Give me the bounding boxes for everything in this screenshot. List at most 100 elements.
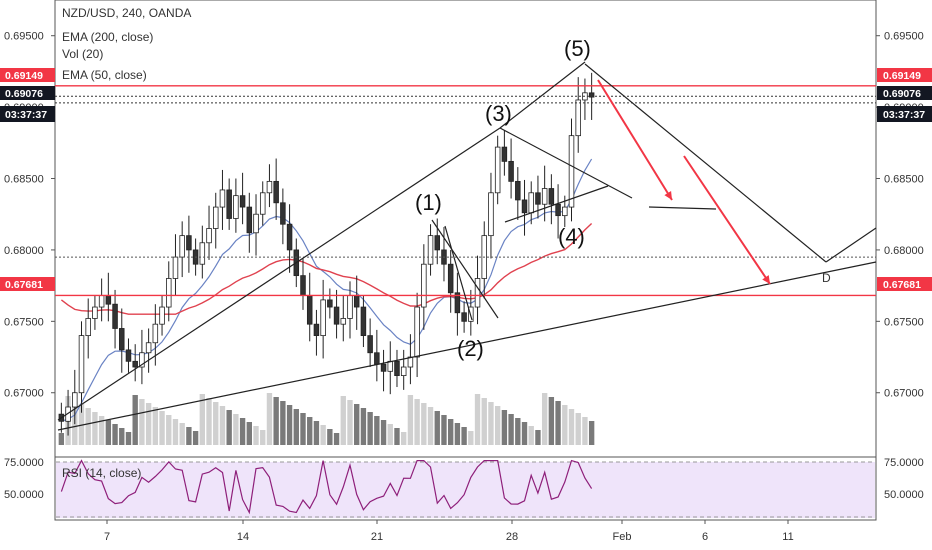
tag-count-left-bg: [0, 106, 55, 122]
volume-bar: [394, 428, 400, 445]
candle-body: [555, 203, 561, 217]
candle-body: [535, 192, 541, 205]
volume-bar: [367, 412, 373, 445]
candle-body: [454, 292, 461, 314]
candle-body: [374, 352, 380, 365]
volume-bar: [105, 420, 112, 445]
price-tick-label-left: 0.67000: [4, 388, 44, 400]
date-tick-label: Feb: [613, 531, 632, 543]
candle-body: [528, 192, 534, 214]
wave-channel-top: [499, 61, 586, 129]
candle-body: [461, 312, 467, 322]
volume-bar: [575, 413, 581, 445]
price-tick-label-right: 0.68500: [884, 174, 924, 186]
volume-bar: [568, 409, 575, 445]
volume-bar: [354, 404, 360, 445]
candle-body: [400, 366, 407, 376]
wave-wedge-2: [444, 225, 473, 321]
ema200-line: [60, 222, 593, 315]
rsi-tick-label-right: 75.0000: [884, 457, 924, 469]
candle-body: [239, 195, 246, 208]
volume-bar: [333, 433, 340, 445]
volume-bar: [562, 405, 568, 445]
candle-body: [427, 235, 434, 265]
candle-body: [259, 192, 266, 215]
tag-last-left: 0.69076: [5, 88, 43, 100]
volume-bar: [280, 401, 286, 445]
candle-body: [78, 335, 85, 394]
volume-bar: [360, 408, 367, 445]
candle-body: [65, 406, 71, 422]
volume-bar: [407, 395, 414, 445]
volume-bar: [401, 432, 407, 445]
candle-body: [172, 256, 179, 279]
candle-body: [139, 352, 145, 368]
rsi-line: [60, 459, 593, 515]
volume-bar: [441, 415, 447, 445]
arrow-2-head: [762, 275, 770, 284]
volume-bar: [427, 407, 434, 445]
legend-ema200: EMA (200, close): [62, 30, 153, 44]
volume-bar: [327, 429, 333, 445]
volume-bar: [501, 410, 508, 445]
tag-count-right-bg: [877, 106, 932, 122]
candle-body: [340, 318, 347, 325]
volume-bar: [488, 402, 494, 445]
volume-bar: [119, 428, 125, 445]
volume-bar: [85, 408, 91, 445]
volume-bar: [494, 406, 501, 445]
volume-bar: [172, 419, 179, 445]
wave-label-1: (1): [415, 190, 442, 215]
volume-bar: [273, 397, 279, 445]
candle-body: [320, 299, 326, 337]
volume-bar: [199, 394, 206, 445]
candle-body: [347, 295, 353, 319]
candle-body: [266, 180, 273, 194]
volume-bar: [226, 410, 232, 445]
volume-bar: [78, 404, 85, 445]
tag-upper-right-bg: [877, 68, 932, 82]
tag-last-right: 0.69076: [883, 88, 921, 100]
candle-body: [179, 235, 185, 258]
date-tick-label: 6: [702, 531, 708, 543]
candle-body: [562, 206, 568, 217]
triangle-upper: [499, 127, 633, 199]
volume-bar: [179, 423, 185, 445]
candle-body: [219, 189, 226, 208]
volume-bar: [515, 418, 521, 445]
volume-bar: [447, 419, 454, 445]
candle-body: [488, 192, 494, 237]
trendline-lower: [57, 261, 877, 431]
volume-bar: [320, 425, 326, 445]
rsi-tick-label-right: 50.0000: [884, 489, 924, 501]
candle-body: [280, 202, 286, 225]
triangle-lower: [504, 185, 609, 223]
volume-bar: [380, 420, 387, 445]
price-tick-label-left: 0.68500: [4, 174, 44, 186]
candle-body: [474, 278, 481, 308]
candle-body: [112, 303, 118, 329]
tag-lower-left-bg: [0, 277, 55, 291]
volume-bar: [219, 406, 226, 445]
arrow-2: [683, 155, 771, 285]
volume-bar: [535, 430, 541, 445]
candle-body: [327, 299, 333, 308]
tag-last-right-bg: [877, 86, 932, 100]
volume-bar: [474, 394, 481, 445]
candle-body: [521, 199, 528, 214]
wave-label-2: (2): [457, 336, 484, 361]
legend-ema50: EMA (50, close): [62, 68, 147, 82]
volume-bar: [340, 396, 346, 445]
tag-lower-right: 0.67681: [883, 279, 921, 291]
volume-bar: [260, 430, 266, 445]
price-tick-label-left: 0.68000: [4, 245, 44, 257]
wave-label-4: (4): [558, 224, 585, 249]
candle-body: [85, 318, 91, 337]
candle-body: [132, 360, 138, 368]
candle-body: [380, 363, 387, 372]
tag-count-right: 03:37:37: [883, 109, 925, 121]
legend-volume: Vol (20): [62, 47, 103, 61]
projection-path: [584, 63, 827, 263]
candle-body: [199, 242, 206, 265]
